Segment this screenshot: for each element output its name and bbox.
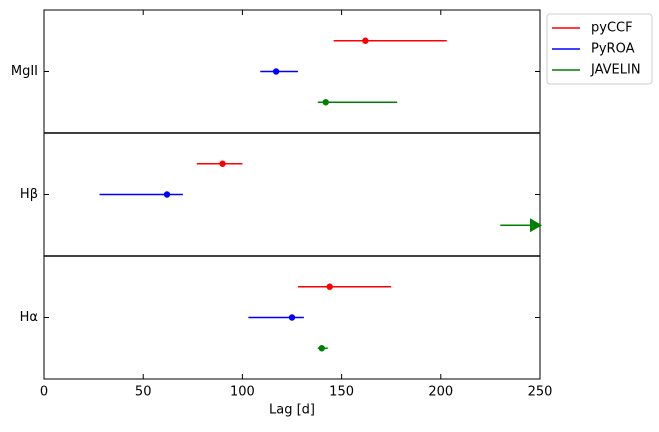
legend-label: PyROA <box>591 42 635 57</box>
x-tick-label: 250 <box>528 385 553 400</box>
y-tick-label: MgII <box>11 64 38 79</box>
point <box>272 68 280 75</box>
x-tick-label: 100 <box>230 385 255 400</box>
point <box>362 37 369 44</box>
y-tick-label: Hα <box>20 310 38 325</box>
x-axis-label: Lag [d] <box>269 403 315 418</box>
x-tick-label: 50 <box>135 385 152 400</box>
point <box>163 191 171 198</box>
point <box>326 283 333 290</box>
point <box>322 99 329 106</box>
x-tick-label: 200 <box>428 385 453 400</box>
legend-label: JAVELIN <box>590 63 641 78</box>
y-tick-label: Hβ <box>20 187 38 202</box>
x-tick-label: 0 <box>40 385 48 400</box>
point <box>219 160 226 167</box>
x-tick-label: 150 <box>329 385 354 400</box>
legend-label: pyCCF <box>591 21 633 36</box>
point <box>318 345 325 352</box>
legend-box <box>546 13 653 85</box>
point <box>288 314 296 321</box>
limit-arrow <box>530 218 542 233</box>
